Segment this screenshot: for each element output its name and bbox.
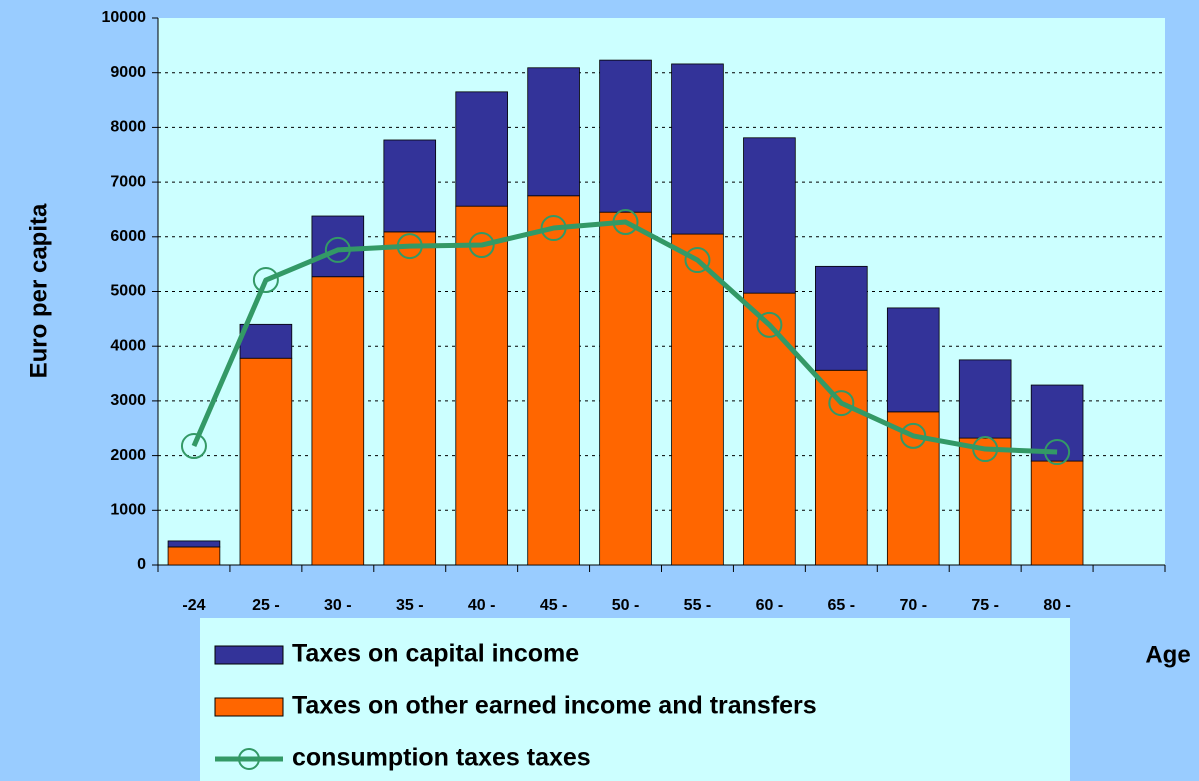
y-tick-label: 6000 bbox=[110, 228, 146, 245]
x-tick-label: 50 - bbox=[612, 597, 640, 614]
x-tick-label: 70 - bbox=[899, 597, 927, 614]
legend-label: consumption taxes taxes bbox=[292, 744, 591, 772]
bar bbox=[1030, 384, 1084, 462]
x-tick-label: -24 bbox=[182, 597, 205, 614]
y-tick-label: 4000 bbox=[110, 337, 146, 354]
bar bbox=[1030, 460, 1084, 566]
bar bbox=[167, 540, 221, 548]
bar bbox=[958, 437, 1012, 566]
marker bbox=[396, 233, 423, 260]
marker bbox=[180, 433, 207, 460]
x-tick-label: 60 - bbox=[756, 597, 784, 614]
x-tick-label: 25 - bbox=[252, 597, 280, 614]
bar bbox=[239, 323, 293, 359]
marker bbox=[1044, 439, 1071, 466]
x-tick-label: 40 - bbox=[468, 597, 496, 614]
marker bbox=[324, 236, 351, 263]
y-tick-label: 7000 bbox=[110, 173, 146, 190]
bar bbox=[958, 359, 1012, 439]
x-tick-label: 75 - bbox=[971, 597, 999, 614]
marker bbox=[252, 267, 279, 294]
y-tick-label: 1000 bbox=[110, 502, 146, 519]
bar bbox=[599, 59, 652, 213]
marker bbox=[972, 436, 999, 463]
bar bbox=[815, 265, 868, 371]
marker bbox=[900, 422, 927, 449]
marker bbox=[612, 209, 639, 236]
x-tick-label: 30 - bbox=[324, 597, 352, 614]
marker bbox=[468, 232, 495, 259]
bar bbox=[455, 91, 508, 207]
x-axis-label: Age bbox=[1145, 641, 1190, 668]
bar bbox=[167, 546, 221, 566]
legend-marker bbox=[238, 748, 260, 770]
x-tick-label: 55 - bbox=[684, 597, 712, 614]
line bbox=[191, 219, 1058, 455]
bar bbox=[743, 292, 796, 566]
y-tick-label: 9000 bbox=[110, 64, 146, 81]
bar bbox=[886, 307, 940, 413]
y-tick-label: 2000 bbox=[110, 447, 146, 464]
x-tick-label: 65 - bbox=[828, 597, 856, 614]
bar bbox=[527, 67, 580, 197]
y-tick-label: 3000 bbox=[110, 392, 146, 409]
x-tick-label: 45 - bbox=[540, 597, 568, 614]
bar bbox=[527, 195, 580, 566]
bar bbox=[239, 357, 293, 566]
x-tick-label: 80 - bbox=[1043, 597, 1071, 614]
legend-label: Taxes on other earned income and transfe… bbox=[292, 692, 817, 720]
legend-swatch bbox=[214, 645, 284, 665]
y-axis-label: Euro per capita bbox=[25, 203, 52, 378]
bar bbox=[599, 211, 652, 566]
bar bbox=[383, 231, 437, 566]
legend-box bbox=[200, 618, 1070, 781]
marker bbox=[828, 390, 855, 417]
bar bbox=[311, 215, 365, 278]
y-tick-label: 0 bbox=[137, 556, 146, 573]
bar bbox=[671, 233, 724, 566]
y-tick-label: 5000 bbox=[110, 283, 146, 300]
bar bbox=[455, 205, 508, 566]
bar bbox=[311, 276, 365, 566]
marker bbox=[756, 311, 783, 338]
bar bbox=[743, 137, 796, 294]
marker bbox=[540, 215, 567, 242]
legend-swatch bbox=[214, 697, 284, 717]
bar bbox=[383, 139, 437, 233]
bar bbox=[671, 63, 724, 235]
y-tick-label: 8000 bbox=[110, 119, 146, 136]
y-tick-label: 10000 bbox=[102, 9, 147, 26]
x-tick-label: 35 - bbox=[396, 597, 424, 614]
legend-label: Taxes on capital income bbox=[292, 640, 579, 668]
marker bbox=[684, 247, 711, 274]
